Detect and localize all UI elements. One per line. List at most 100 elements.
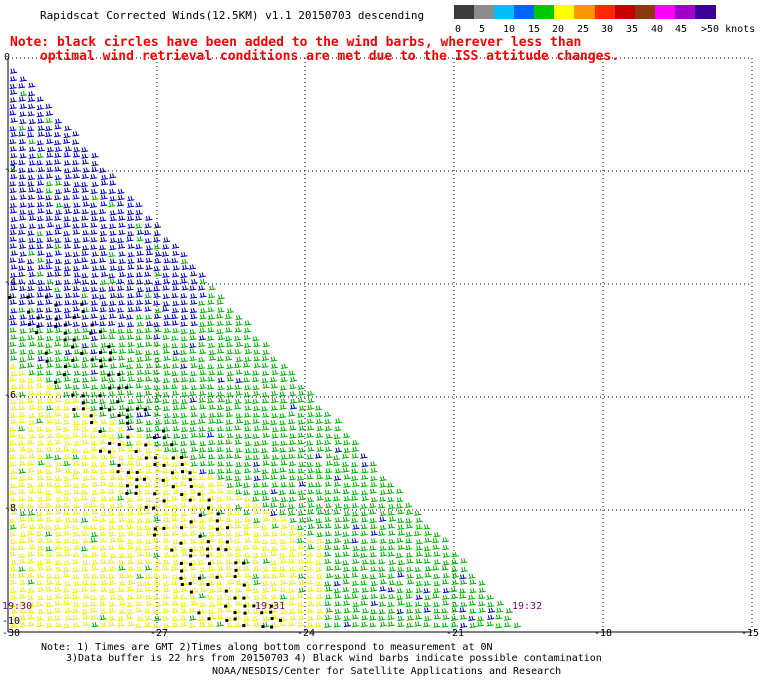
wind-barb bbox=[172, 588, 180, 594]
quality-flag-circle bbox=[126, 435, 130, 439]
legend-label: 0 bbox=[455, 24, 462, 35]
wind-barb bbox=[10, 68, 18, 74]
wind-barb bbox=[172, 398, 180, 405]
wind-barb bbox=[343, 510, 351, 517]
wind-barb bbox=[108, 251, 116, 258]
wind-barb bbox=[99, 537, 107, 543]
wind-barb bbox=[117, 433, 125, 439]
wind-barb bbox=[135, 545, 143, 551]
wind-barb bbox=[153, 341, 161, 347]
wind-barb bbox=[127, 258, 135, 264]
wind-barb bbox=[28, 433, 36, 439]
wind-barb bbox=[55, 224, 63, 230]
wind-barb bbox=[18, 370, 26, 376]
wind-barb bbox=[289, 572, 297, 578]
quality-flag-circle bbox=[80, 302, 84, 306]
legend-swatch bbox=[534, 5, 556, 19]
wind-barb bbox=[36, 398, 45, 404]
wind-barb bbox=[90, 607, 98, 613]
wind-barb bbox=[9, 110, 17, 116]
wind-barb bbox=[162, 510, 170, 516]
wind-barb bbox=[432, 537, 440, 544]
wind-barb bbox=[234, 335, 242, 341]
wind-barb bbox=[27, 355, 35, 361]
wind-barb bbox=[424, 537, 432, 543]
wind-barb bbox=[306, 594, 314, 600]
wind-barb bbox=[343, 621, 351, 628]
wind-barb bbox=[81, 608, 89, 615]
wind-barb bbox=[100, 201, 108, 207]
wind-barb bbox=[234, 384, 242, 390]
wind-barb bbox=[99, 216, 107, 222]
wind-barb bbox=[172, 349, 180, 356]
wind-barb bbox=[216, 488, 224, 494]
y-tick-label: -6 bbox=[4, 390, 17, 401]
wind-barb bbox=[235, 447, 243, 453]
wind-barb bbox=[108, 621, 116, 627]
wind-barb bbox=[81, 159, 89, 165]
wind-barb bbox=[36, 615, 44, 622]
wind-barb bbox=[468, 573, 476, 579]
wind-barb bbox=[27, 285, 35, 292]
wind-barb bbox=[387, 621, 395, 627]
quality-flag-circle bbox=[243, 611, 247, 615]
wind-barb bbox=[405, 552, 413, 558]
wind-barb bbox=[10, 159, 18, 166]
wind-barb bbox=[307, 411, 315, 418]
wind-barb bbox=[63, 271, 71, 277]
wind-barb bbox=[234, 398, 242, 405]
wind-barb bbox=[261, 545, 269, 552]
wind-barb bbox=[252, 447, 260, 454]
wind-barb bbox=[63, 355, 71, 362]
wind-barb bbox=[45, 495, 53, 502]
wind-barb bbox=[100, 301, 109, 307]
wind-barb bbox=[145, 551, 153, 557]
wind-barb bbox=[90, 300, 98, 306]
wind-barb bbox=[333, 509, 341, 515]
wind-barb bbox=[45, 490, 53, 496]
wind-barb bbox=[378, 601, 386, 607]
wind-barb bbox=[235, 320, 243, 326]
wind-barb bbox=[306, 607, 315, 614]
wind-barb bbox=[297, 544, 305, 550]
wind-barb bbox=[136, 587, 144, 593]
wind-barb bbox=[154, 271, 162, 277]
wind-barb bbox=[360, 600, 368, 606]
quality-flag-circle bbox=[54, 380, 58, 384]
wind-barb bbox=[46, 278, 54, 285]
wind-barb bbox=[145, 250, 154, 256]
quality-flag-circle bbox=[126, 471, 130, 475]
wind-barb bbox=[360, 511, 368, 517]
quality-flag-circle bbox=[181, 470, 184, 474]
wind-barb bbox=[180, 293, 188, 299]
wind-barb bbox=[136, 440, 144, 446]
wind-barb bbox=[136, 573, 144, 579]
wind-barb bbox=[207, 426, 215, 432]
wind-barb bbox=[55, 516, 63, 523]
wind-barb bbox=[72, 216, 80, 222]
wind-barb bbox=[388, 503, 396, 510]
wind-barb bbox=[406, 579, 415, 585]
wind-barb bbox=[253, 475, 261, 481]
wind-barb bbox=[370, 496, 378, 503]
wind-barb bbox=[45, 195, 53, 201]
wind-barb bbox=[18, 96, 26, 102]
wind-barb bbox=[414, 614, 423, 620]
quality-flag-circle bbox=[170, 548, 174, 552]
wind-barb bbox=[72, 474, 80, 480]
wind-barb bbox=[316, 573, 324, 580]
wind-barb bbox=[63, 572, 71, 578]
wind-barb bbox=[118, 573, 126, 579]
wind-barb bbox=[72, 166, 80, 173]
wind-barb bbox=[144, 448, 153, 454]
wind-barb bbox=[297, 525, 305, 531]
wind-barb bbox=[72, 558, 80, 565]
wind-barb bbox=[297, 608, 305, 614]
wind-barb bbox=[36, 201, 44, 208]
wind-barb bbox=[180, 307, 189, 313]
wind-barb bbox=[118, 334, 126, 341]
wind-barb bbox=[261, 392, 269, 398]
wind-barb bbox=[280, 608, 289, 615]
wind-barb bbox=[343, 474, 351, 480]
wind-barb bbox=[91, 531, 99, 538]
